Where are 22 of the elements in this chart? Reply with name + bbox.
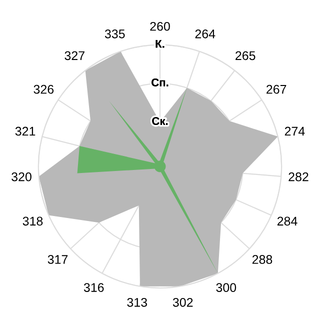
spoke-label: 300 (216, 283, 236, 292)
y-tick-label: Сп. (152, 78, 168, 86)
spoke-label: 302 (172, 298, 193, 307)
spoke-label: 284 (277, 216, 298, 226)
spoke-label: 318 (22, 216, 43, 226)
spoke-label: 320 (12, 172, 32, 182)
spoke-label: 316 (84, 283, 104, 292)
spoke-label: 326 (34, 84, 54, 94)
spoke-label: 288 (252, 255, 272, 264)
spoke-label: 274 (284, 126, 305, 136)
spoke-label: 264 (195, 29, 216, 38)
spoke-label: 265 (236, 51, 256, 60)
spoke-label: 321 (15, 126, 36, 136)
y-tick-label: Ск. (152, 117, 168, 125)
spoke-label: 313 (127, 298, 148, 307)
spoke-label: 335 (104, 29, 125, 38)
spoke-label: 282 (288, 172, 308, 182)
spoke-label: 267 (266, 84, 286, 94)
spoke-label: 260 (150, 22, 170, 31)
y-tick-label: К. (156, 40, 164, 48)
spoke-label: 327 (64, 51, 84, 60)
spoke-label: 317 (48, 255, 68, 264)
